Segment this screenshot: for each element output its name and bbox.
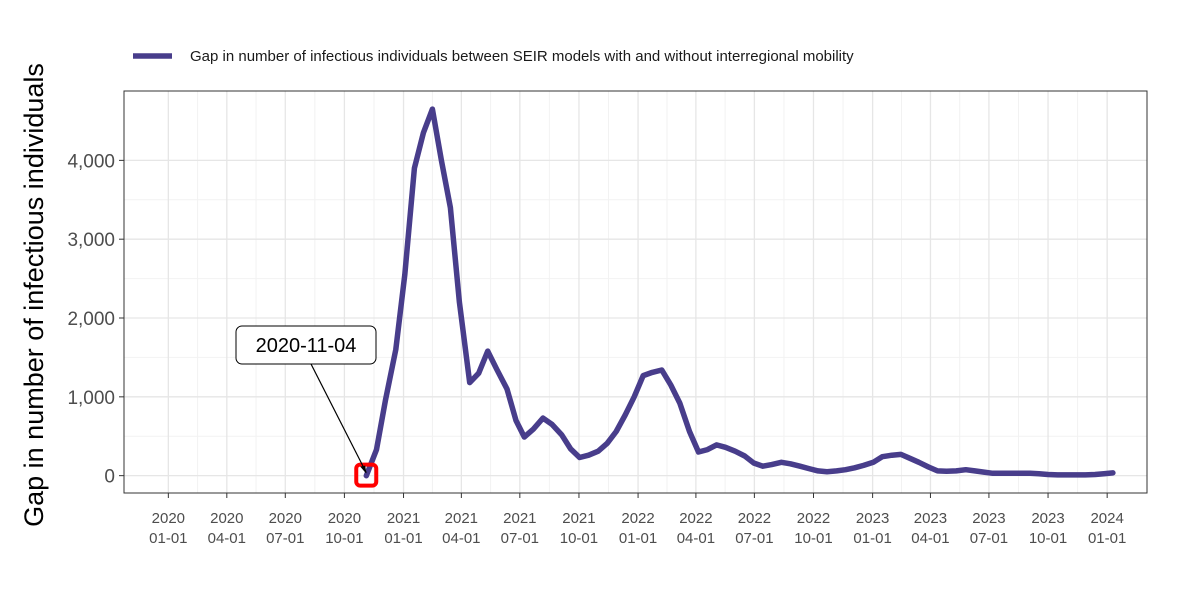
series-layer	[363, 106, 1116, 479]
x-tick-label-day: 04-01	[442, 530, 480, 547]
annotation-leader-line	[309, 361, 367, 473]
x-tick-label-year: 2020	[269, 510, 302, 527]
x-tick-label-day: 01-01	[384, 530, 422, 547]
x-tick-label-year: 2020	[152, 510, 185, 527]
x-tick-label: 2020 07-01	[266, 510, 304, 547]
legend-entry-label: Gap in number of infectious individuals …	[190, 48, 854, 65]
x-tick-label: 2022 01-01	[619, 510, 657, 547]
x-tick-label-year: 2021	[387, 510, 420, 527]
legend: Gap in number of infectious individuals …	[133, 48, 854, 65]
x-tick-label-year: 2022	[679, 510, 712, 527]
x-tick-label: 2020 01-01	[149, 510, 187, 547]
x-tick-label: 2021 04-01	[442, 510, 480, 547]
annotation-label-box	[235, 325, 377, 365]
x-tick-label-day: 10-01	[794, 530, 832, 547]
x-tick-label: 2021 10-01	[560, 510, 598, 547]
x-tick-label-year: 2022	[738, 510, 771, 527]
x-tick-label: 2020 10-01	[325, 510, 363, 547]
x-tick-label-day: 04-01	[208, 530, 246, 547]
annotation-arrowhead	[360, 465, 367, 474]
x-tick-label-year: 2020	[210, 510, 243, 527]
plot-panel-border	[123, 90, 1148, 494]
x-tick-label-day: 04-01	[677, 530, 715, 547]
x-tick-label-day: 10-01	[1029, 530, 1067, 547]
x-tick-label: 2021 01-01	[384, 510, 422, 547]
x-tick-label-year: 2023	[1031, 510, 1064, 527]
x-tick-label-year: 2021	[562, 510, 595, 527]
y-tick-label: 0	[104, 467, 115, 488]
x-tick-label-year: 2024	[1090, 510, 1123, 527]
x-tick-label-year: 2020	[328, 510, 361, 527]
x-tick-label: 2023 07-01	[970, 510, 1008, 547]
x-tick-label: 2023 10-01	[1029, 510, 1067, 547]
grid-lines	[124, 91, 1147, 493]
x-tick-label-year: 2021	[445, 510, 478, 527]
x-tick-label-day: 10-01	[560, 530, 598, 547]
y-tick-label: 1,000	[67, 388, 115, 409]
annotation-label: 2020-11-04	[256, 335, 357, 357]
x-tick-label: 2022 10-01	[794, 510, 832, 547]
x-tick-label: 2023 01-01	[853, 510, 891, 547]
y-tick-label: 3,000	[67, 230, 115, 251]
y-tick-label: 2,000	[67, 309, 115, 330]
x-tick-label-day: 07-01	[501, 530, 539, 547]
x-tick-label-day: 01-01	[619, 530, 657, 547]
x-tick-label-day: 07-01	[970, 530, 1008, 547]
x-tick-label-day: 01-01	[853, 530, 891, 547]
y-tick-label: 4,000	[67, 151, 115, 172]
x-tick-label-year: 2023	[856, 510, 889, 527]
x-tick-label: 2022 07-01	[735, 510, 773, 547]
x-tick-label: 2021 07-01	[501, 510, 539, 547]
x-tick-label-day: 04-01	[911, 530, 949, 547]
x-tick-label-day: 07-01	[735, 530, 773, 547]
x-tick-label-year: 2022	[621, 510, 654, 527]
x-tick-label-year: 2021	[503, 510, 536, 527]
annotation-layer: 2020-11-04	[235, 325, 379, 488]
x-tick-label: 2022 04-01	[677, 510, 715, 547]
x-tick-label-day: 01-01	[149, 530, 187, 547]
x-tick-label: 2024 01-01	[1088, 510, 1126, 547]
x-tick-label-year: 2022	[797, 510, 830, 527]
x-tick-label-day: 01-01	[1088, 530, 1126, 547]
x-tick-label-day: 07-01	[266, 530, 304, 547]
x-tick-label-year: 2023	[914, 510, 947, 527]
y-axis-title: Gap in number of infectious individuals	[19, 63, 49, 527]
x-tick-label: 2023 04-01	[911, 510, 949, 547]
x-tick-label-day: 10-01	[325, 530, 363, 547]
x-tick-label: 2020 04-01	[208, 510, 246, 547]
highlight-marker	[354, 462, 379, 488]
x-tick-label-year: 2023	[972, 510, 1005, 527]
series-line	[363, 106, 1116, 479]
